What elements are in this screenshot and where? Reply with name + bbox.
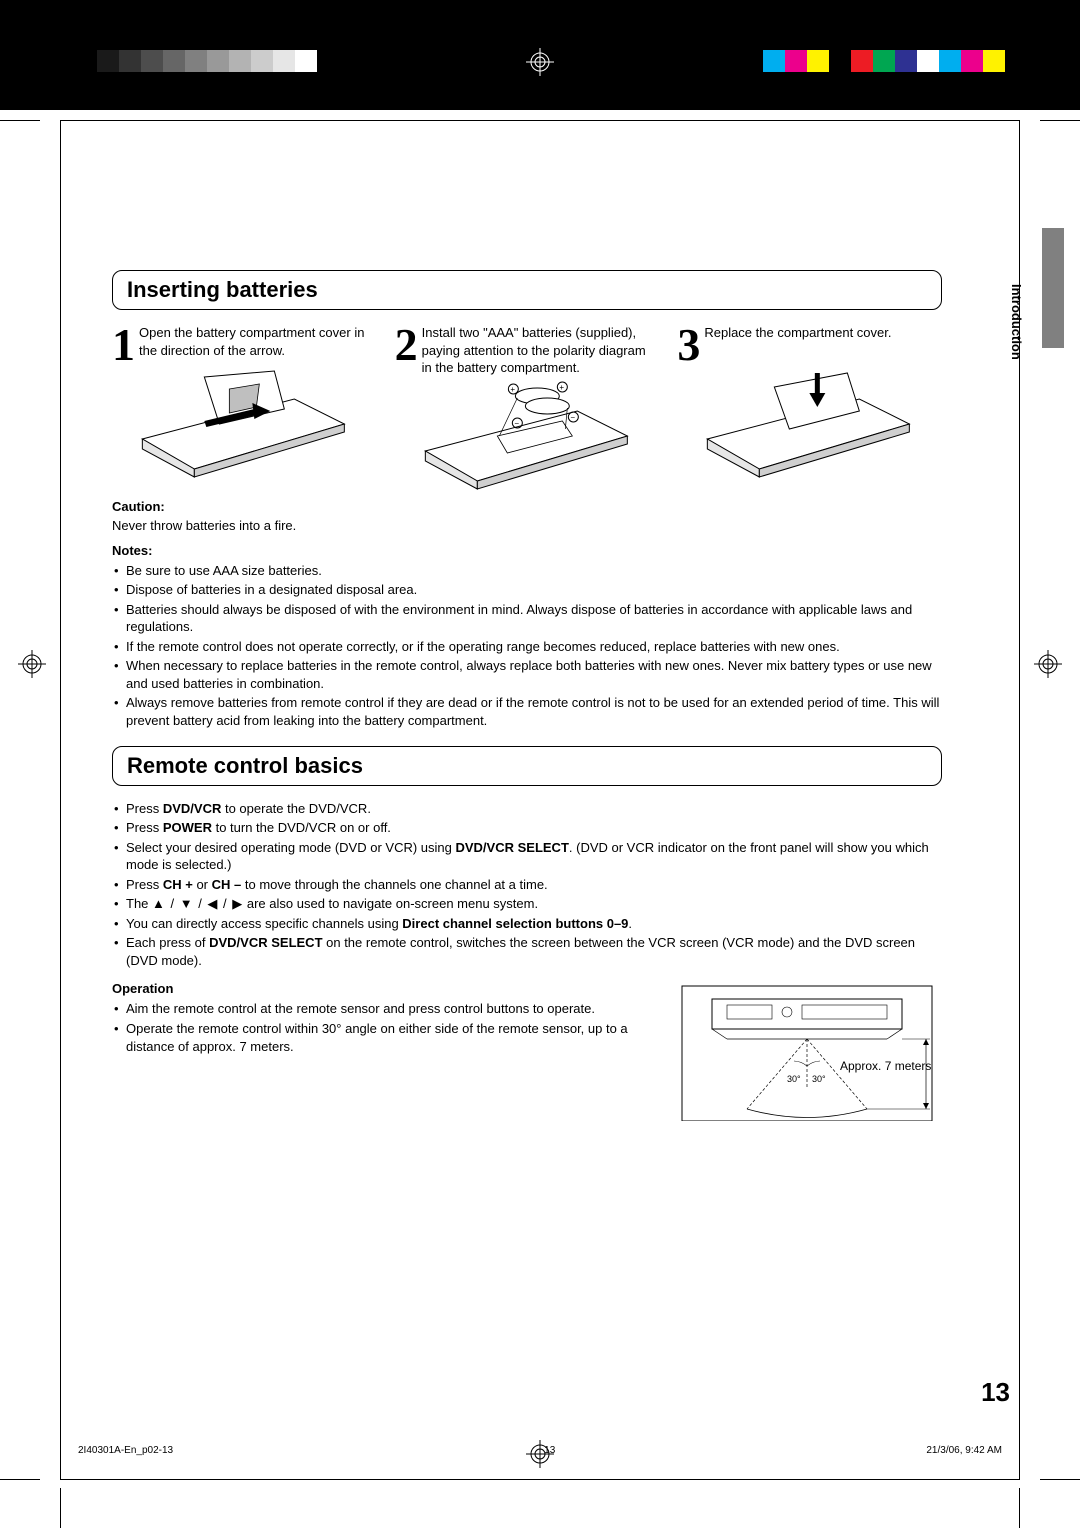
notes-block: Notes: Be sure to use AAA size batteries…: [112, 543, 942, 730]
side-label: Introduction: [1009, 284, 1024, 360]
swatch: [229, 50, 251, 72]
footer-file: 2I40301A-En_p02-13: [78, 1445, 173, 1456]
notes-list: Be sure to use AAA size batteries.Dispos…: [112, 562, 942, 730]
swatch: [829, 50, 851, 72]
footer-page: 13: [544, 1445, 555, 1456]
operation-heading: Operation: [112, 981, 652, 996]
footer-date: 21/3/06, 9:42 AM: [926, 1445, 1002, 1456]
footer: 2I40301A-En_p02-13 13 21/3/06, 9:42 AM: [78, 1445, 1002, 1456]
crop-mark: [60, 1488, 61, 1528]
crop-mark: [1019, 1488, 1020, 1528]
note-item: Be sure to use AAA size batteries.: [112, 562, 942, 580]
basic-item: Press DVD/VCR to operate the DVD/VCR.: [112, 800, 942, 818]
step: 2 Install two "AAA" batteries (supplied)…: [395, 324, 660, 491]
crop-mark: [60, 0, 61, 40]
caution-block: Caution: Never throw batteries into a fi…: [112, 499, 942, 533]
notes-heading: Notes:: [112, 543, 942, 558]
swatch: [163, 50, 185, 72]
step: 1 Open the battery compartment cover in …: [112, 324, 377, 491]
crop-mark: [1040, 1479, 1080, 1480]
swatch: [295, 50, 317, 72]
crop-mark: [0, 1479, 40, 1480]
step: 3 Replace the compartment cover.: [677, 324, 942, 491]
side-tab: [1042, 228, 1064, 348]
basic-item: You can directly access specific channel…: [112, 915, 942, 933]
swatch: [895, 50, 917, 72]
registration-mark-icon: [526, 48, 554, 76]
step-number: 1: [112, 324, 135, 365]
print-swatches-color: [763, 50, 1005, 72]
step-text: Replace the compartment cover.: [704, 324, 891, 365]
note-item: Batteries should always be disposed of w…: [112, 601, 942, 636]
swatch: [251, 50, 273, 72]
operation-diagram: 30° 30° Approx. 7 meters: [672, 981, 942, 1121]
swatch: [785, 50, 807, 72]
basic-item: Select your desired operating mode (DVD …: [112, 839, 942, 874]
basic-item: Each press of DVD/VCR SELECT on the remo…: [112, 934, 942, 969]
svg-text:30°: 30°: [787, 1074, 801, 1084]
operation-text: Operation Aim the remote control at the …: [112, 981, 652, 1057]
step-illustration: [677, 369, 942, 479]
print-swatches-grayscale: [75, 50, 317, 72]
step-number: 3: [677, 324, 700, 365]
swatch: [939, 50, 961, 72]
step-text: Open the battery compartment cover in th…: [139, 324, 377, 365]
swatch: [75, 50, 97, 72]
note-item: When necessary to replace batteries in t…: [112, 657, 942, 692]
section-remote-basics: Remote control basics Press DVD/VCR to o…: [112, 746, 942, 1122]
note-item: Always remove batteries from remote cont…: [112, 694, 942, 729]
page-content: Inserting batteries 1 Open the battery c…: [112, 270, 942, 1121]
section-title-remote-basics: Remote control basics: [112, 746, 942, 786]
swatch: [273, 50, 295, 72]
note-item: Dispose of batteries in a designated dis…: [112, 581, 942, 599]
caution-heading: Caution:: [112, 499, 942, 514]
diagram-distance-label: Approx. 7 meters: [840, 1059, 931, 1073]
svg-text:−: −: [570, 413, 575, 422]
registration-mark-icon: [1034, 650, 1062, 678]
step-illustration: [112, 369, 377, 479]
basic-item: Press POWER to turn the DVD/VCR on or of…: [112, 819, 942, 837]
note-item: If the remote control does not operate c…: [112, 638, 942, 656]
crop-line: [60, 120, 1020, 121]
swatch: [185, 50, 207, 72]
step-number: 2: [395, 324, 418, 377]
svg-text:−: −: [514, 419, 519, 428]
swatch: [873, 50, 895, 72]
page-number: 13: [981, 1377, 1010, 1408]
basics-list: Press DVD/VCR to operate the DVD/VCR.Pre…: [112, 800, 942, 970]
swatch: [917, 50, 939, 72]
swatch: [141, 50, 163, 72]
svg-text:+: +: [559, 383, 564, 392]
basic-item: Press CH + or CH – to move through the c…: [112, 876, 942, 894]
operation-list: Aim the remote control at the remote sen…: [112, 1000, 652, 1055]
crop-line: [60, 1479, 1020, 1480]
swatch: [961, 50, 983, 72]
crop-mark: [0, 120, 40, 121]
swatch: [983, 50, 1005, 72]
steps-row: 1 Open the battery compartment cover in …: [112, 324, 942, 491]
basic-item: The ▲ / ▼ / ◀ / ▶ are also used to navig…: [112, 895, 942, 913]
section-title-inserting-batteries: Inserting batteries: [112, 270, 942, 310]
swatch: [807, 50, 829, 72]
svg-text:30°: 30°: [812, 1074, 826, 1084]
crop-mark: [1040, 120, 1080, 121]
step-illustration: + + − −: [395, 381, 660, 491]
swatch: [97, 50, 119, 72]
svg-text:+: +: [510, 385, 515, 394]
swatch: [763, 50, 785, 72]
step-text: Install two "AAA" batteries (supplied), …: [422, 324, 660, 377]
operation-item: Aim the remote control at the remote sen…: [112, 1000, 652, 1018]
operation-item: Operate the remote control within 30° an…: [112, 1020, 652, 1055]
caution-text: Never throw batteries into a fire.: [112, 518, 942, 533]
swatch: [207, 50, 229, 72]
operation-row: Operation Aim the remote control at the …: [112, 981, 942, 1121]
swatch: [851, 50, 873, 72]
registration-mark-icon: [18, 650, 46, 678]
crop-line: [60, 120, 61, 1480]
swatch: [119, 50, 141, 72]
crop-mark: [1019, 0, 1020, 40]
